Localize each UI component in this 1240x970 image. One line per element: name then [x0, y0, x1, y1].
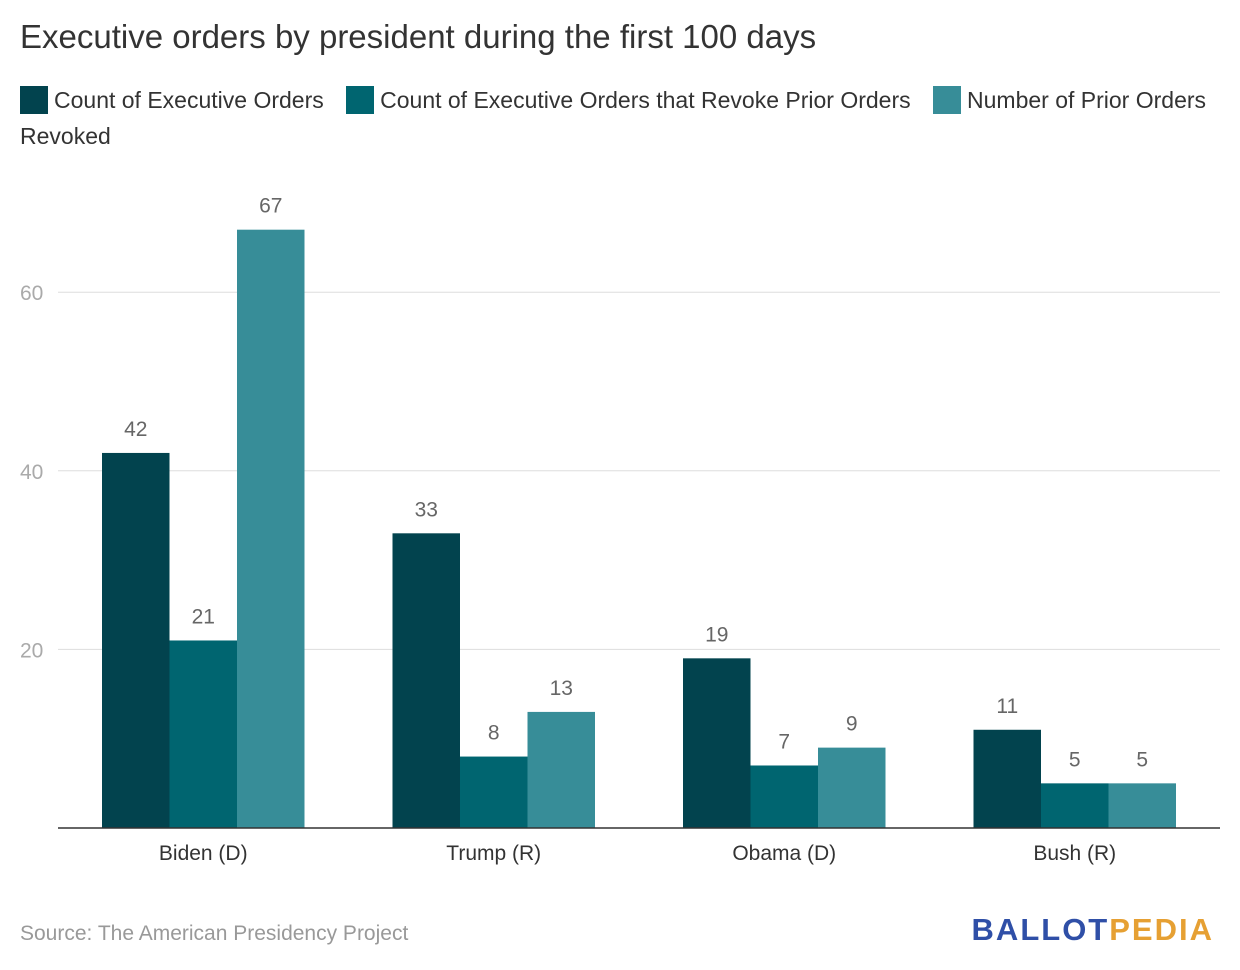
legend-label: Count of Executive Orders that Revoke Pr…: [380, 87, 911, 113]
bar: [1108, 783, 1176, 828]
bar: [102, 452, 170, 828]
bar: [527, 711, 595, 828]
bar-value-label: 13: [550, 677, 573, 700]
legend-item-executive-orders: Count of Executive Orders: [20, 86, 324, 114]
chart-title: Executive orders by president during the…: [20, 18, 817, 55]
ballotpedia-logo: BALLOTPEDIA: [972, 912, 1214, 948]
bar: [1041, 783, 1109, 828]
source-note: Source: The American Presidency Project: [20, 922, 409, 945]
legend-label: Count of Executive Orders: [54, 87, 324, 113]
x-tick-label: Trump (R): [446, 842, 541, 865]
bar: [392, 533, 460, 828]
x-tick-label: Obama (D): [732, 842, 836, 865]
bar: [683, 658, 751, 828]
bar-value-label: 5: [1136, 748, 1148, 771]
x-tick-label: Biden (D): [159, 842, 248, 865]
legend: Count of Executive Orders Count of Execu…: [20, 82, 1210, 154]
y-tick-label: 60: [20, 282, 43, 305]
bar-value-label: 7: [778, 730, 790, 753]
bar-value-label: 11: [996, 695, 1018, 718]
x-tick-label: Bush (R): [1033, 842, 1116, 865]
bar-value-label: 67: [259, 195, 282, 218]
bar-value-label: 9: [846, 713, 858, 736]
logo-part-pedia: PEDIA: [1109, 912, 1214, 947]
bar: [750, 765, 818, 828]
bar-value-label: 33: [415, 498, 438, 521]
legend-item-prior-orders-revoked: Number of Prior Orders Revoked: [20, 86, 1207, 149]
y-tick-label: 40: [20, 461, 43, 484]
legend-swatch: [933, 86, 962, 114]
bar-value-label: 19: [705, 623, 728, 646]
legend-label: Number of Prior Orders Revoked: [20, 87, 1207, 149]
bar-value-label: 8: [488, 722, 500, 745]
bar-chart: 20 40 60 42 21 67 Biden (D) 33 8 13 Trump (R) 19 7 9 O…: [20, 195, 1220, 865]
bar: [237, 229, 305, 828]
legend-swatch: [20, 86, 48, 114]
bar: [169, 640, 237, 828]
bar: [460, 756, 528, 828]
bar-value-label: 5: [1069, 748, 1081, 771]
bar-value-label: 21: [192, 605, 215, 628]
logo-part-ballot: BALLOT: [971, 912, 1110, 947]
bar-value-label: 42: [124, 418, 147, 441]
bar: [973, 729, 1041, 828]
legend-swatch: [346, 86, 375, 114]
legend-item-revoking-orders: Count of Executive Orders that Revoke Pr…: [346, 86, 911, 114]
bar: [818, 747, 886, 828]
y-tick-label: 20: [20, 639, 43, 662]
